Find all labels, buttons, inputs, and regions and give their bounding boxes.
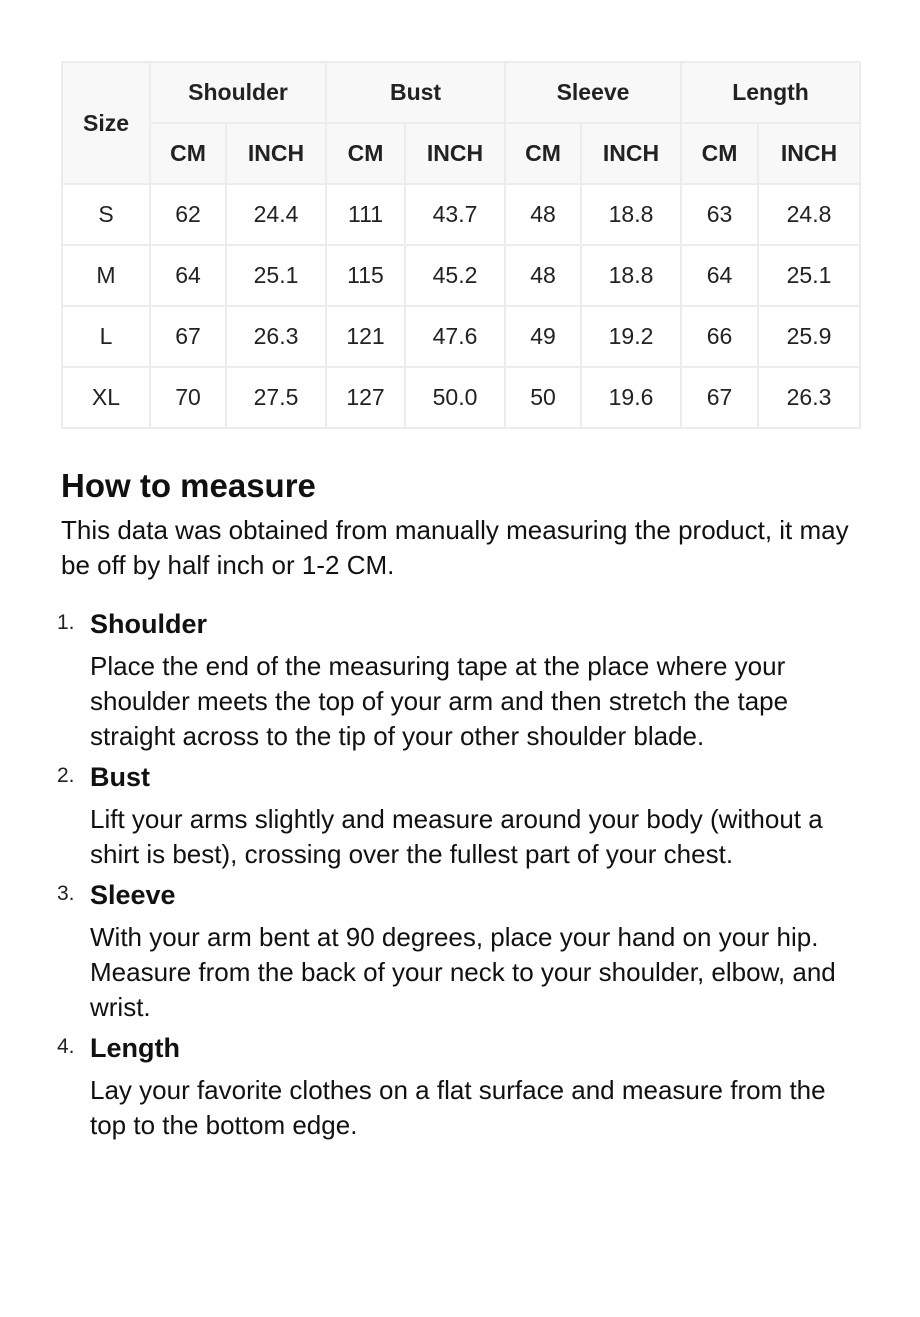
list-item: 3. Sleeve With your arm bent at 90 degrees… xyxy=(57,876,859,1025)
item-number: 3. xyxy=(57,882,75,905)
header-unit-cm: CM xyxy=(325,122,407,185)
value-cell: 63 xyxy=(680,183,760,246)
guide-title: How to measure xyxy=(61,467,316,504)
item-text: Lift your arms slightly and measure arou… xyxy=(90,804,823,869)
header-row-units: CM INCH CM INCH CM INCH CM INCH xyxy=(62,122,862,185)
header-size: Size xyxy=(61,61,151,185)
value-cell: 62 xyxy=(149,183,227,246)
value-cell: 43.7 xyxy=(404,183,507,246)
table-row: XL 70 27.5 127 50.0 50 19.6 67 26.3 xyxy=(61,366,862,429)
value-cell: 48 xyxy=(504,244,583,307)
item-number: 4. xyxy=(57,1035,75,1058)
value-cell: 50 xyxy=(504,366,583,429)
value-cell: 25.9 xyxy=(757,305,862,368)
item-title: Sleeve xyxy=(90,880,176,910)
item-title: Length xyxy=(90,1033,180,1063)
value-cell: 26.3 xyxy=(224,305,328,368)
value-cell: 49 xyxy=(504,305,583,368)
value-cell: 50.0 xyxy=(404,366,507,429)
guide-intro: This data was obtained from manually mea… xyxy=(61,515,849,580)
header-bust: Bust xyxy=(325,61,507,124)
measure-list: 1. Shoulder Place the end of the measuring… xyxy=(57,605,859,1143)
item-title: Bust xyxy=(90,762,150,792)
header-sleeve: Sleeve xyxy=(504,61,683,124)
value-cell: 70 xyxy=(149,366,227,429)
value-cell: 18.8 xyxy=(580,244,683,307)
value-cell: 64 xyxy=(149,244,227,307)
value-cell: 27.5 xyxy=(224,366,328,429)
size-table: Size Shoulder Bust Sleeve Length CM INCH… xyxy=(61,61,862,429)
header-unit-inch: INCH xyxy=(224,122,328,185)
value-cell: 48 xyxy=(504,183,583,246)
header-unit-cm: CM xyxy=(680,122,760,185)
header-unit-cm: CM xyxy=(149,122,227,185)
item-text: With your arm bent at 90 degrees, place … xyxy=(90,922,836,1022)
value-cell: 127 xyxy=(325,366,407,429)
value-cell: 45.2 xyxy=(404,244,507,307)
list-item: 2. Bust Lift your arms slightly and measur… xyxy=(57,758,859,872)
value-cell: 24.8 xyxy=(757,183,862,246)
value-cell: 121 xyxy=(325,305,407,368)
value-cell: 66 xyxy=(680,305,760,368)
header-unit-inch: INCH xyxy=(757,122,862,185)
list-item: 4. Length Lay your favorite clothes on a f… xyxy=(57,1029,859,1143)
item-text: Lay your favorite clothes on a flat surf… xyxy=(90,1075,826,1140)
header-shoulder: Shoulder xyxy=(148,61,328,124)
header-unit-inch: INCH xyxy=(404,122,507,185)
size-cell: M xyxy=(61,244,151,307)
item-number: 1. xyxy=(57,611,75,634)
header-length: Length xyxy=(680,61,862,124)
value-cell: 26.3 xyxy=(757,366,862,429)
value-cell: 19.2 xyxy=(580,305,683,368)
value-cell: 111 xyxy=(325,183,407,246)
value-cell: 25.1 xyxy=(757,244,862,307)
size-cell: XL xyxy=(61,366,151,429)
item-text: Place the end of the measuring tape at t… xyxy=(90,651,789,751)
list-item: 1. Shoulder Place the end of the measuring… xyxy=(57,605,859,754)
size-cell: S xyxy=(61,183,151,246)
value-cell: 64 xyxy=(680,244,760,307)
table-row: L 67 26.3 121 47.6 49 19.2 66 25.9 xyxy=(61,305,862,368)
size-chart: Size Shoulder Bust Sleeve Length CM INCH… xyxy=(57,61,862,1147)
header-row-groups: Size Shoulder Bust Sleeve Length xyxy=(61,61,862,185)
value-cell: 47.6 xyxy=(404,305,507,368)
value-cell: 67 xyxy=(149,305,227,368)
item-title: Shoulder xyxy=(90,609,208,639)
value-cell: 24.4 xyxy=(224,183,328,246)
table-row: M 64 25.1 115 45.2 48 18.8 64 25.1 xyxy=(61,244,862,307)
header-unit-cm: CM xyxy=(504,122,583,185)
item-number: 2. xyxy=(57,764,75,787)
value-cell: 115 xyxy=(325,244,407,307)
value-cell: 19.6 xyxy=(580,366,683,429)
value-cell: 25.1 xyxy=(224,244,328,307)
header-unit-inch: INCH xyxy=(580,122,683,185)
value-cell: 67 xyxy=(680,366,760,429)
size-cell: L xyxy=(61,305,151,368)
table-row: S 62 24.4 111 43.7 48 18.8 63 24.8 xyxy=(61,183,862,246)
value-cell: 18.8 xyxy=(580,183,683,246)
